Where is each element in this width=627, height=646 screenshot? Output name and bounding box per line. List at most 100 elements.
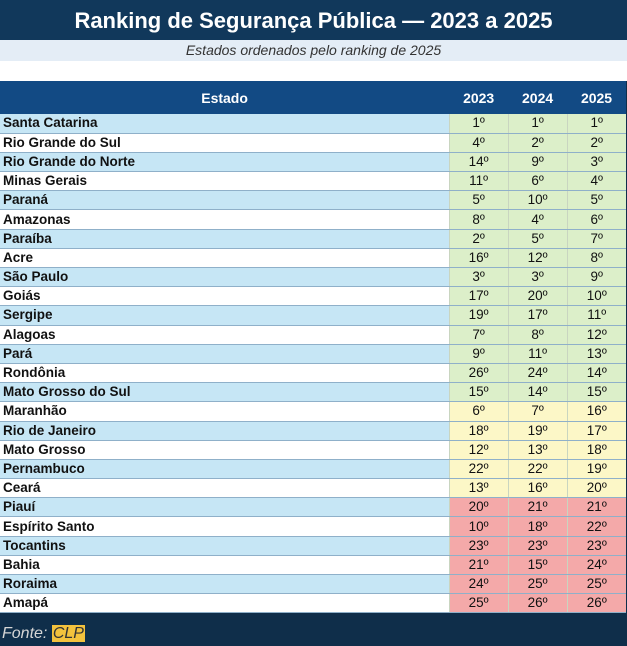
rank-2023: 26º <box>448 363 509 384</box>
table-row: Paraná 5º 10º 5º <box>0 190 626 211</box>
state-name: Rondônia <box>0 363 450 384</box>
rank-2023: 9º <box>448 344 509 364</box>
state-name: Bahia <box>0 555 450 576</box>
footer: Fonte: CLP <box>0 622 627 646</box>
rank-2023: 12º <box>448 440 509 460</box>
header-estado: Estado <box>0 81 450 114</box>
rank-2025: 5º <box>566 190 626 211</box>
rank-2025: 23º <box>566 536 626 556</box>
rank-2024: 4º <box>507 209 568 230</box>
rank-2023: 6º <box>448 401 509 422</box>
rank-2025: 21º <box>566 497 626 518</box>
state-name: Roraima <box>0 574 450 595</box>
table-row: Sergipe 19º 17º 11º <box>0 305 626 326</box>
table-row: Amazonas 8º 4º 6º <box>0 209 626 230</box>
rank-2024: 14º <box>507 382 568 403</box>
header-2025: 2025 <box>567 81 626 114</box>
table-row: Alagoas 7º 8º 12º <box>0 325 626 345</box>
state-name: Mato Grosso do Sul <box>0 382 450 403</box>
rank-2024: 1º <box>507 114 568 134</box>
rank-2024: 3º <box>507 267 568 288</box>
state-name: Maranhão <box>0 401 450 422</box>
source-note: Fonte: CLP <box>2 625 85 643</box>
rank-2023: 14º <box>448 152 509 173</box>
table-row: Goiás 17º 20º 10º <box>0 286 626 307</box>
state-name: Ceará <box>0 478 450 499</box>
table-row: São Paulo 3º 3º 9º <box>0 267 626 288</box>
rank-2023: 10º <box>448 516 509 537</box>
rank-2024: 8º <box>507 325 568 345</box>
rank-2025: 19º <box>566 459 626 480</box>
table-row: Minas Gerais 11º 6º 4º <box>0 171 626 192</box>
rank-2025: 6º <box>566 209 626 230</box>
rank-2024: 5º <box>507 229 568 249</box>
rank-2023: 16º <box>448 248 509 269</box>
rank-2024: 18º <box>507 516 568 537</box>
rank-2025: 2º <box>566 133 626 153</box>
rank-2023: 5º <box>448 190 509 211</box>
rank-2023: 7º <box>448 325 509 345</box>
rank-2023: 21º <box>448 555 509 576</box>
table-row: Bahia 21º 15º 24º <box>0 555 626 576</box>
state-name: Paraná <box>0 190 450 211</box>
source-name: CLP <box>51 625 85 642</box>
rank-2024: 19º <box>507 421 568 441</box>
state-name: Espírito Santo <box>0 516 450 537</box>
rank-2023: 15º <box>448 382 509 403</box>
state-name: Acre <box>0 248 450 269</box>
state-name: Tocantins <box>0 536 450 556</box>
rank-2023: 18º <box>448 421 509 441</box>
rank-2023: 11º <box>448 171 509 192</box>
header-2023: 2023 <box>449 81 509 114</box>
rank-2025: 3º <box>566 152 626 173</box>
rank-2025: 13º <box>566 344 626 364</box>
rank-2025: 18º <box>566 440 626 460</box>
state-name: Mato Grosso <box>0 440 450 460</box>
table-row: Rio Grande do Norte 14º 9º 3º <box>0 152 626 173</box>
rank-2025: 15º <box>566 382 626 403</box>
rank-2024: 15º <box>507 555 568 576</box>
rank-2024: 6º <box>507 171 568 192</box>
rank-2025: 11º <box>566 305 626 326</box>
rank-2025: 17º <box>566 421 626 441</box>
table-row: Rio Grande do Sul 4º 2º 2º <box>0 133 626 153</box>
rank-2025: 8º <box>566 248 626 269</box>
rank-2025: 20º <box>566 478 626 499</box>
rank-2023: 2º <box>448 229 509 249</box>
table-row: Rondônia 26º 24º 14º <box>0 363 626 384</box>
source-label: Fonte: <box>2 625 48 642</box>
table-row: Roraima 24º 25º 25º <box>0 574 626 595</box>
rank-2024: 7º <box>507 401 568 422</box>
rank-2024: 22º <box>507 459 568 480</box>
spacer <box>0 61 627 81</box>
state-name: Amapá <box>0 593 450 614</box>
rank-2024: 23º <box>507 536 568 556</box>
state-name: Paraíba <box>0 229 450 249</box>
ranking-table: Estado 2023 2024 2025 Santa Catarina 1º 1º… <box>0 81 626 614</box>
rank-2024: 10º <box>507 190 568 211</box>
rank-2024: 2º <box>507 133 568 153</box>
page-title: Ranking de Segurança Pública — 2023 a 20… <box>0 0 627 40</box>
rank-2023: 13º <box>448 478 509 499</box>
table-row: Mato Grosso 12º 13º 18º <box>0 440 626 460</box>
rank-2023: 17º <box>448 286 509 307</box>
state-name: Rio de Janeiro <box>0 421 450 441</box>
table-row: Espírito Santo 10º 18º 22º <box>0 516 626 537</box>
state-name: Minas Gerais <box>0 171 450 192</box>
rank-2023: 4º <box>448 133 509 153</box>
rank-2025: 10º <box>566 286 626 307</box>
rank-2024: 11º <box>507 344 568 364</box>
rank-2024: 21º <box>507 497 568 518</box>
rank-2024: 24º <box>507 363 568 384</box>
rank-2025: 9º <box>566 267 626 288</box>
table-row: Ceará 13º 16º 20º <box>0 478 626 499</box>
rank-2023: 8º <box>448 209 509 230</box>
rank-2024: 12º <box>507 248 568 269</box>
rank-2025: 1º <box>566 114 626 134</box>
state-name: Pernambuco <box>0 459 450 480</box>
rank-2025: 25º <box>566 574 626 595</box>
rank-2025: 14º <box>566 363 626 384</box>
table-row: Maranhão 6º 7º 16º <box>0 401 626 422</box>
state-name: São Paulo <box>0 267 450 288</box>
rank-2024: 26º <box>507 593 568 614</box>
